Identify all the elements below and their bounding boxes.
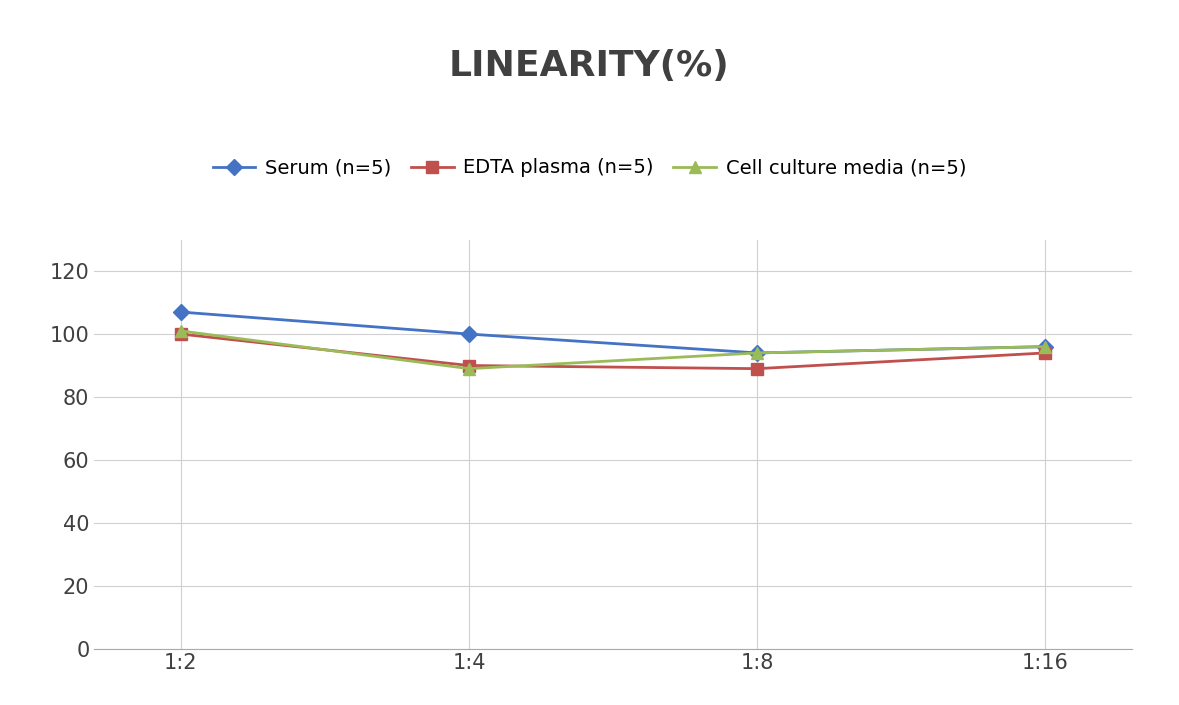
Legend: Serum (n=5), EDTA plasma (n=5), Cell culture media (n=5): Serum (n=5), EDTA plasma (n=5), Cell cul… (205, 151, 974, 185)
Text: LINEARITY(%): LINEARITY(%) (449, 49, 730, 83)
